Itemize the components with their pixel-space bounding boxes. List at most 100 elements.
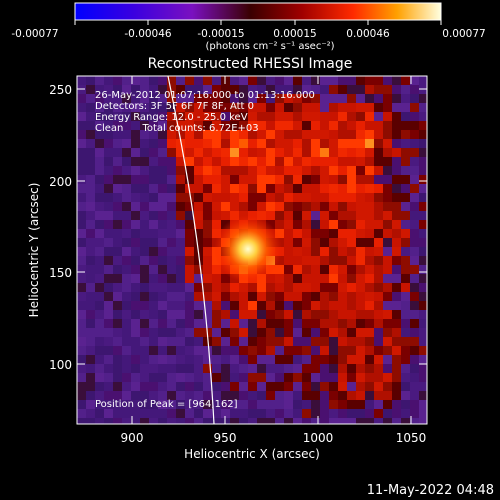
image-pixel: [374, 409, 384, 419]
image-pixel: [248, 121, 258, 131]
image-pixel: [140, 355, 150, 365]
image-pixel: [203, 292, 213, 302]
image-pixel: [284, 418, 294, 424]
colorbar-tick-label: 0.00046: [346, 28, 390, 40]
image-pixel: [239, 391, 249, 401]
image-pixel: [221, 355, 231, 365]
image-pixel: [239, 364, 249, 374]
image-pixel: [338, 265, 348, 275]
image-pixel: [239, 94, 249, 104]
image-pixel: [176, 265, 186, 275]
image-pixel: [212, 94, 222, 104]
image-pixel: [347, 391, 357, 401]
x-tick-label: 1050: [396, 431, 427, 445]
image-pixel: [230, 373, 240, 383]
image-pixel: [293, 355, 303, 365]
image-pixel: [365, 310, 375, 320]
image-pixel: [302, 175, 312, 185]
image-pixel: [293, 247, 303, 257]
image-pixel: [302, 382, 312, 392]
image-pixel: [257, 103, 267, 113]
image-pixel: [113, 121, 123, 131]
image-pixel: [185, 409, 195, 419]
image-pixel: [365, 364, 375, 374]
image-pixel: [203, 193, 213, 203]
image-pixel: [356, 103, 366, 113]
image-pixel: [257, 310, 267, 320]
image-pixel: [167, 391, 177, 401]
image-pixel: [86, 202, 96, 212]
image-pixel: [257, 355, 267, 365]
image-pixel: [392, 391, 402, 401]
image-pixel: [356, 229, 366, 239]
image-pixel: [365, 373, 375, 383]
image-pixel: [311, 373, 321, 383]
image-pixel: [77, 175, 87, 185]
image-pixel: [311, 112, 321, 122]
image-pixel: [338, 382, 348, 392]
image-pixel: [365, 76, 375, 86]
image-pixel: [194, 364, 204, 374]
image-pixel: [410, 418, 420, 424]
image-pixel: [167, 94, 177, 104]
image-pixel: [95, 283, 105, 293]
image-pixel: [194, 346, 204, 356]
image-pixel: [113, 328, 123, 338]
image-pixel: [149, 247, 159, 257]
image-pixel: [86, 247, 96, 257]
image-pixel: [158, 166, 168, 176]
image-pixel: [230, 130, 240, 140]
image-pixel: [311, 103, 321, 113]
image-pixel: [374, 283, 384, 293]
image-pixel: [374, 76, 384, 86]
image-pixel: [230, 121, 240, 131]
image-pixel: [113, 283, 123, 293]
image-pixel: [374, 391, 384, 401]
image-pixel: [248, 346, 258, 356]
image-pixel: [293, 94, 303, 104]
image-pixel: [275, 148, 285, 158]
image-pixel: [392, 301, 402, 311]
image-pixel: [248, 193, 258, 203]
image-pixel: [320, 355, 330, 365]
image-pixel: [302, 76, 312, 86]
image-pixel: [347, 247, 357, 257]
image-pixel: [374, 103, 384, 113]
image-pixel: [410, 229, 420, 239]
image-pixel: [149, 193, 159, 203]
image-pixel: [122, 121, 132, 131]
image-pixel: [329, 301, 339, 311]
image-pixel: [410, 292, 420, 302]
image-pixel: [374, 346, 384, 356]
image-pixel: [320, 175, 330, 185]
image-pixel: [86, 193, 96, 203]
image-pixel: [374, 256, 384, 266]
image-pixel: [176, 256, 186, 266]
image-pixel: [365, 355, 375, 365]
image-pixel: [176, 355, 186, 365]
image-pixel: [365, 400, 375, 410]
image-pixel: [392, 382, 402, 392]
image-pixel: [329, 175, 339, 185]
image-pixel: [221, 373, 231, 383]
image-pixel: [176, 301, 186, 311]
image-pixel: [383, 283, 393, 293]
image-pixel: [230, 346, 240, 356]
image-pixel: [131, 319, 141, 329]
image-pixel: [221, 292, 231, 302]
image-pixel: [230, 292, 240, 302]
image-pixel: [347, 238, 357, 248]
image-pixel: [131, 328, 141, 338]
image-pixel: [176, 184, 186, 194]
image-pixel: [419, 400, 427, 410]
image-pixel: [167, 175, 177, 185]
image-pixel: [77, 184, 87, 194]
image-pixel: [230, 85, 240, 95]
image-pixel: [140, 346, 150, 356]
image-pixel: [113, 85, 123, 95]
image-pixel: [86, 409, 96, 419]
image-pixel: [383, 364, 393, 374]
image-pixel: [113, 364, 123, 374]
image-pixel: [131, 184, 141, 194]
image-pixel: [185, 274, 195, 284]
